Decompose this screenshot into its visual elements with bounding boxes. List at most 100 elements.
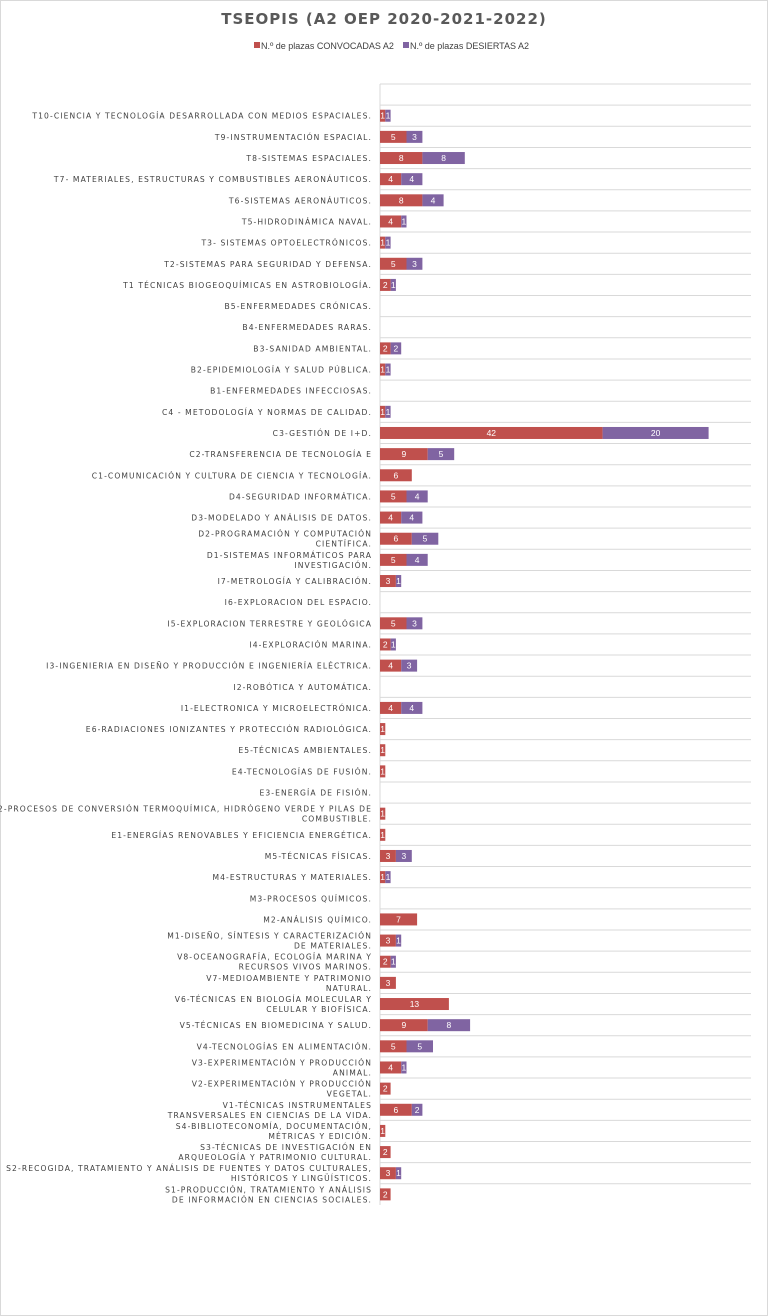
bar-convocadas [380,342,391,355]
category-label: S3-TÉCNICAS DE INVESTIGACIÓN EN ARQUEOLOG… [178,1143,372,1162]
category-label: C3-GESTIÓN DE I+D. [273,429,372,438]
data-label-convocadas: 1 [380,724,385,734]
bar-desiertas [390,342,402,355]
data-label-desiertas: 1 [391,957,396,967]
data-label-convocadas: 4 [388,174,393,184]
category-label: I6-EXPLORACION DEL ESPACIO. [225,598,372,607]
bar-desiertas [401,1061,407,1074]
bar-desiertas [406,130,423,143]
category-label: S4-BIBLIOTECONOMÍA, DOCUMENTACIÓN, MÉTRIC… [176,1122,372,1141]
bar-convocadas [380,236,386,249]
data-label-convocadas: 3 [386,576,391,586]
data-label-desiertas: 4 [415,555,420,565]
data-label-desiertas: 1 [396,1168,401,1178]
bar-convocadas [380,701,402,714]
category-label: C2-TRANSFERENCIA DE TECNOLOGÍA E [189,450,372,459]
data-label-convocadas: 1 [380,1126,385,1136]
bar-convocadas [380,723,386,736]
bar-convocadas [380,1124,386,1137]
data-label-desiertas: 4 [409,703,414,713]
data-label-convocadas: 2 [383,957,388,967]
data-label-desiertas: 1 [396,576,401,586]
data-label-desiertas: 2 [394,343,399,353]
bar-desiertas [390,278,396,291]
data-label-desiertas: 3 [412,259,417,269]
category-label: V7-MEDIOAMBIENTE Y PATRIMONIO NATURAL. [206,974,372,993]
data-label-convocadas: 6 [394,1105,399,1115]
category-label: I2-ROBÓTICA Y AUTOMÁTICA. [233,683,372,692]
data-label-desiertas: 1 [386,111,391,121]
bar-desiertas [385,871,391,884]
bar-convocadas [380,849,396,862]
data-label-desiertas: 1 [386,407,391,417]
data-label-convocadas: 1 [380,365,385,375]
bar-desiertas [411,1103,423,1116]
data-label-convocadas: 9 [401,449,406,459]
category-label: M3-PROCESOS QUÍMICOS. [250,894,372,903]
category-label: D3-MODELADO Y ANÁLISIS DE DATOS. [191,514,372,523]
bar-desiertas [395,575,402,588]
data-label-convocadas: 6 [394,534,399,544]
data-label-convocadas: 5 [391,132,396,142]
data-label-convocadas: 8 [399,195,404,205]
category-label: T2-SISTEMAS PARA SEGURIDAD Y DEFENSA. [163,260,372,269]
data-label-convocadas: 1 [380,407,385,417]
category-label: M2-ANÁLISIS QUÍMICO. [263,915,372,924]
data-label-convocadas: 1 [380,872,385,882]
bar-desiertas [385,109,391,122]
plot-area: T10-CIENCIA Y TECNOLOGÍA DESARROLLADA CO… [0,83,751,1205]
bar-desiertas [422,194,444,207]
category-label: V8-OCEANOGRAFÍA, ECOLOGÍA MARINA Y RECURS… [177,953,372,972]
data-label-convocadas: 42 [487,428,497,438]
bar-convocadas [380,490,407,503]
category-label: E2-PROCESOS DE CONVERSIÓN TERMOQUÍMICA, … [0,805,372,824]
data-label-convocadas: 2 [383,639,388,649]
category-label: T10-CIENCIA Y TECNOLOGÍA DESARROLLADA CO… [31,112,372,121]
bar-convocadas [380,511,402,524]
data-label-convocadas: 3 [386,936,391,946]
data-label-convocadas: 1 [380,238,385,248]
bar-desiertas [406,553,428,566]
bar-desiertas [385,363,391,376]
category-label: E3-ENERGÍA DE FISIÓN. [259,789,372,798]
bar-desiertas [427,448,455,461]
data-label-convocadas: 5 [391,618,396,628]
data-label-convocadas: 4 [388,513,393,523]
category-label: C1-COMUNICACIÓN Y CULTURA DE CIENCIA Y T… [92,471,372,480]
bar-convocadas [380,257,407,270]
data-label-convocadas: 4 [388,216,393,226]
category-label: V3-EXPERIMENTACIÓN Y PRODUCCIÓN ANIMAL. [192,1058,372,1077]
bar-convocadas [380,744,386,757]
data-label-convocadas: 5 [391,491,396,501]
category-label: B2-EPIDEMIOLOGÍA Y SALUD PÚBLICA. [191,366,372,375]
bar-convocadas [380,1019,428,1032]
bar-desiertas [406,1040,433,1053]
category-label: T9-INSTRUMENTACIÓN ESPACIAL. [214,133,372,142]
category-label: V1-TÉCNICAS INSTRUMENTALES TRANSVERSALES … [167,1101,372,1120]
category-label: D1-SISTEMAS INFORMÁTICOS PARA INVESTIGACI… [207,551,372,570]
category-label: M1-DISEÑO, SÍNTESIS Y CARACTERIZACIÓN DE … [167,932,372,951]
data-label-convocadas: 4 [388,661,393,671]
data-label-convocadas: 8 [399,153,404,163]
data-label-desiertas: 1 [386,872,391,882]
bar-convocadas [380,998,449,1011]
data-label-convocadas: 5 [391,259,396,269]
bar-desiertas [385,405,391,418]
bar-convocadas [380,765,386,778]
bar-desiertas [390,638,396,651]
bar-convocadas [380,109,386,122]
bar-desiertas [395,934,402,947]
data-label-convocadas: 2 [383,343,388,353]
category-label: B1-ENFERMEDADES INFECCIOSAS. [210,387,372,396]
data-label-convocadas: 13 [410,999,420,1009]
bar-desiertas [401,173,423,186]
bar-desiertas [422,152,465,165]
category-label: T1 TÉCNICAS BIOGEOQUÍMICAS EN ASTROBIOLO… [122,281,372,290]
category-label: I1-ELECTRONICA Y MICROELECTRÓNICA. [181,704,372,713]
bar-convocadas [380,426,603,439]
data-label-desiertas: 3 [412,618,417,628]
category-label: S2-RECOGIDA, TRATAMIENTO Y ANÁLISIS DE F… [6,1164,372,1183]
data-label-convocadas: 4 [388,703,393,713]
bar-desiertas [406,617,423,630]
data-label-desiertas: 4 [415,491,420,501]
